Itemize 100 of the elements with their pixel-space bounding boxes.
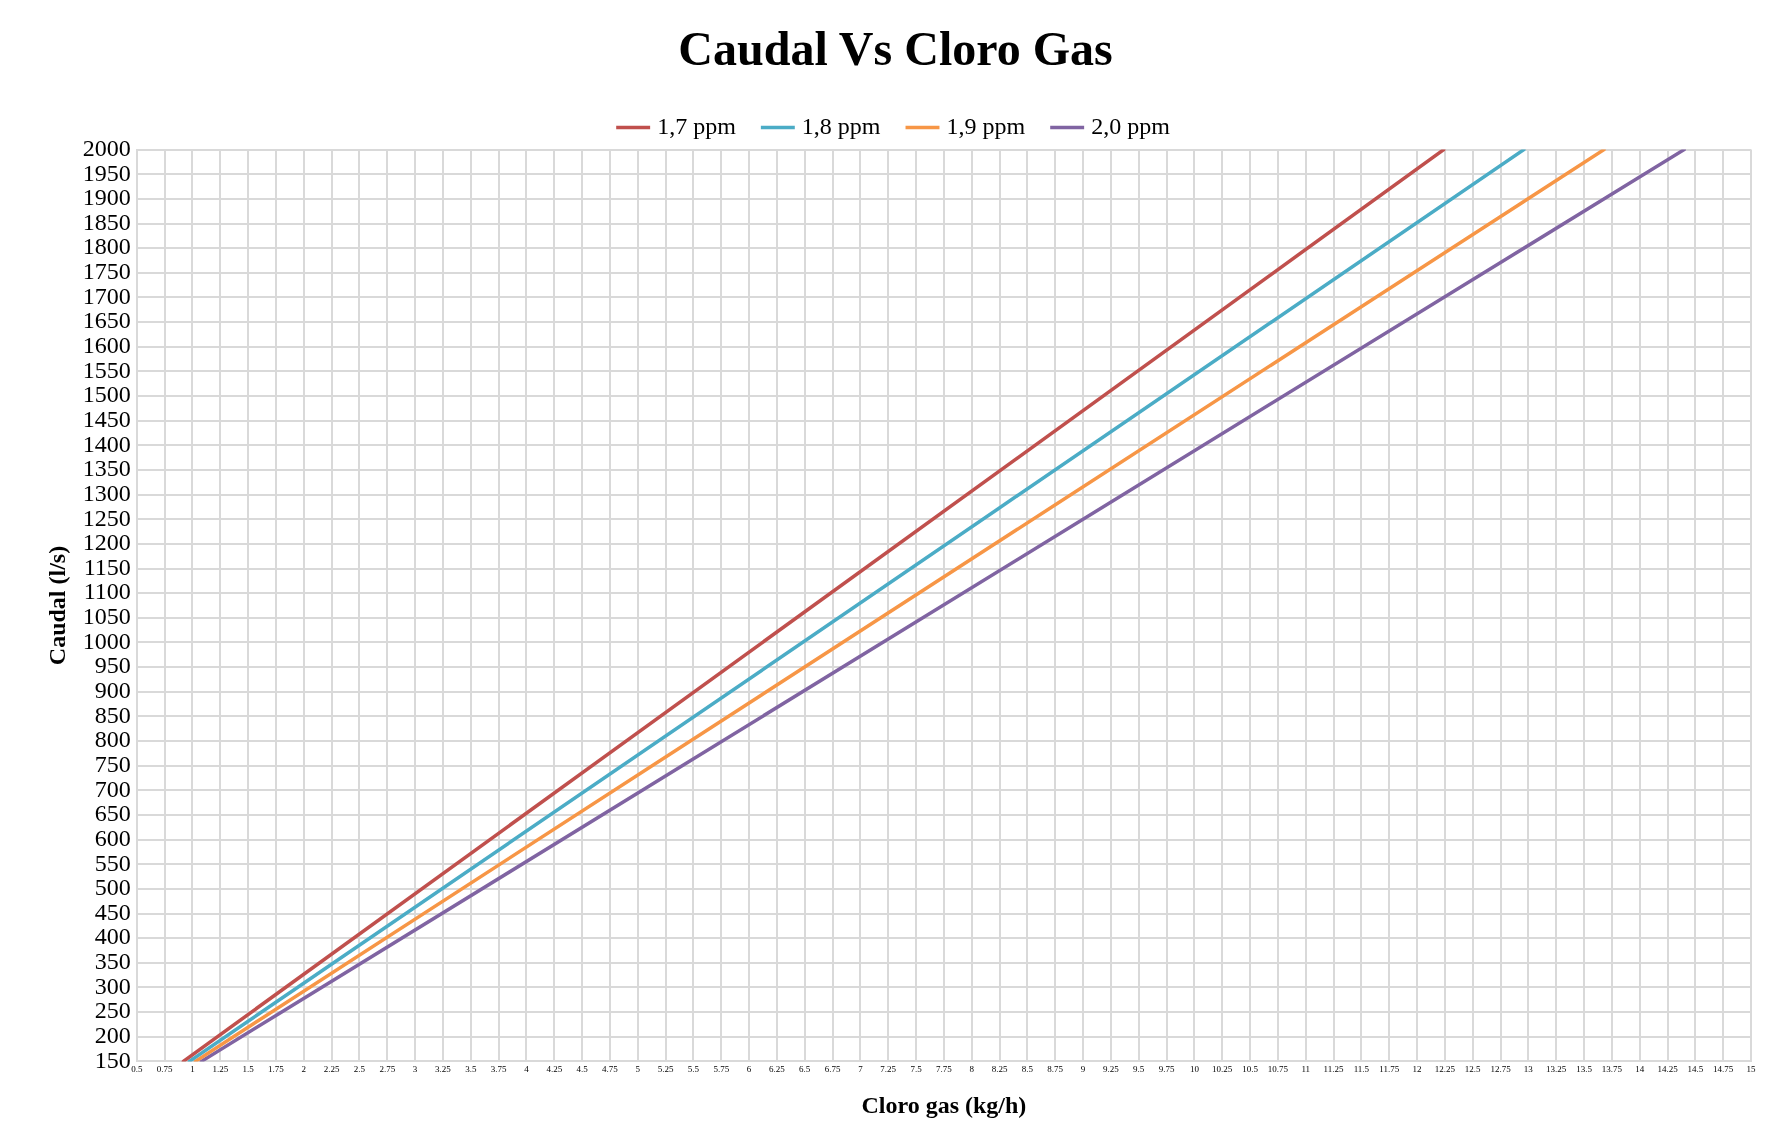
y-tick-label: 1250 — [82, 504, 131, 531]
y-tick-label: 1950 — [82, 159, 131, 186]
x-tick-label: 4.5 — [576, 1064, 589, 1075]
y-tick-label: 1400 — [82, 430, 131, 457]
x-tick-label: 2.75 — [379, 1064, 396, 1075]
x-tick-label: 11.75 — [1379, 1064, 1400, 1075]
x-tick-label: 6.75 — [824, 1064, 841, 1075]
x-tick-label: 11 — [1301, 1064, 1311, 1075]
x-tick-label: 7.75 — [936, 1064, 953, 1075]
x-tick-label: 8.75 — [1047, 1064, 1064, 1075]
y-tick-label: 700 — [94, 775, 131, 802]
x-tick-label: 11.25 — [1323, 1064, 1344, 1075]
legend-label: 1,9 ppm — [946, 112, 1026, 139]
x-tick-label: 8 — [969, 1064, 975, 1075]
x-tick-label: 2.25 — [323, 1064, 340, 1075]
x-tick-label: 13 — [1523, 1064, 1534, 1075]
y-tick-label: 1300 — [82, 479, 131, 506]
y-tick-label: 600 — [94, 824, 131, 851]
y-tick-label: 800 — [94, 726, 131, 753]
x-tick-label: 0.5 — [131, 1064, 143, 1075]
x-tick-label: 5 — [635, 1064, 641, 1075]
y-tick-label: 300 — [94, 972, 131, 999]
y-tick-label: 1450 — [82, 405, 131, 432]
x-tick-label: 8.5 — [1021, 1064, 1034, 1075]
x-tick-label: 8.25 — [991, 1064, 1008, 1075]
x-tick-label: 4.25 — [546, 1064, 563, 1075]
x-tick-label: 10.25 — [1212, 1064, 1233, 1075]
y-tick-label: 200 — [94, 1022, 131, 1049]
y-tick-label: 750 — [94, 750, 131, 777]
x-tick-label: 10.75 — [1267, 1064, 1289, 1075]
y-tick-label: 850 — [94, 701, 131, 728]
x-tick-label: 1.75 — [268, 1064, 285, 1075]
x-tick-label: 4 — [524, 1064, 530, 1075]
x-tick-label: 7 — [858, 1064, 864, 1075]
x-tick-label: 1 — [190, 1064, 195, 1075]
y-tick-label: 550 — [94, 849, 131, 876]
x-tick-label: 7.5 — [910, 1064, 923, 1075]
y-tick-label: 250 — [94, 997, 131, 1024]
x-tick-label: 2 — [301, 1064, 307, 1075]
x-tick-label: 14.75 — [1713, 1064, 1734, 1075]
y-tick-label: 1000 — [82, 627, 131, 654]
y-tick-label: 350 — [94, 948, 131, 975]
y-axis-title: Caudal (l/s) — [43, 545, 70, 666]
x-tick-label: 3.5 — [465, 1064, 477, 1075]
y-tick-label: 500 — [94, 874, 131, 901]
y-tick-label: 1150 — [83, 553, 131, 580]
y-tick-label: 1700 — [82, 282, 131, 309]
x-tick-label: 12.25 — [1434, 1064, 1456, 1075]
legend-label: 1,8 ppm — [801, 112, 881, 139]
y-tick-label: 1650 — [82, 307, 131, 334]
x-tick-label: 9.75 — [1158, 1064, 1175, 1075]
x-tick-label: 9 — [1080, 1064, 1086, 1075]
y-tick-label: 1900 — [82, 184, 131, 211]
x-tick-label: 13.75 — [1601, 1064, 1623, 1075]
x-tick-label: 1.25 — [212, 1064, 229, 1075]
x-tick-label: 10 — [1189, 1064, 1200, 1075]
y-tick-label: 1500 — [82, 381, 131, 408]
x-tick-label: 5.75 — [713, 1064, 730, 1075]
x-tick-label: 4.75 — [602, 1064, 619, 1075]
x-axis-title: Cloro gas (kg/h) — [861, 1091, 1027, 1118]
x-tick-label: 6.25 — [769, 1064, 786, 1075]
y-tick-label: 2000 — [82, 134, 131, 161]
y-tick-label: 150 — [94, 1046, 131, 1073]
legend-label: 1,7 ppm — [657, 112, 737, 139]
x-tick-label: 13.5 — [1576, 1064, 1593, 1075]
x-tick-label: 0.75 — [156, 1064, 174, 1075]
x-tick-label: 14.25 — [1657, 1064, 1679, 1075]
x-tick-label: 3.75 — [490, 1064, 507, 1075]
y-tick-label: 1100 — [83, 578, 131, 605]
x-tick-label: 14.5 — [1687, 1064, 1704, 1075]
y-tick-label: 1750 — [82, 258, 131, 285]
y-tick-label: 1800 — [82, 233, 131, 260]
x-tick-label: 9.5 — [1133, 1064, 1145, 1075]
y-tick-label: 1350 — [82, 455, 131, 482]
x-tick-label: 12.75 — [1490, 1064, 1512, 1075]
legend-label: 2,0 ppm — [1091, 112, 1171, 139]
y-tick-label: 1550 — [82, 356, 131, 383]
x-tick-label: 3.25 — [435, 1064, 452, 1075]
x-tick-label: 3 — [412, 1064, 418, 1075]
x-tick-label: 6 — [746, 1064, 752, 1075]
y-tick-label: 950 — [94, 652, 131, 679]
y-tick-label: 650 — [94, 800, 131, 827]
y-tick-label: 400 — [94, 923, 131, 950]
y-tick-label: 1850 — [82, 208, 131, 235]
x-tick-label: 5.25 — [657, 1064, 674, 1075]
x-tick-label: 5.5 — [687, 1064, 700, 1075]
y-tick-label: 1200 — [82, 529, 131, 556]
x-tick-label: 1.5 — [242, 1064, 255, 1075]
x-tick-label: 6.5 — [799, 1064, 811, 1075]
y-tick-label: 1050 — [82, 603, 131, 630]
x-tick-label: 2.5 — [353, 1064, 366, 1075]
x-tick-label: 14 — [1635, 1064, 1645, 1075]
x-tick-label: 10.5 — [1242, 1064, 1259, 1075]
x-tick-label: 12.5 — [1464, 1064, 1482, 1075]
x-tick-label: 11.5 — [1353, 1064, 1370, 1075]
x-tick-label: 15 — [1746, 1064, 1756, 1075]
x-tick-label: 12 — [1412, 1064, 1422, 1075]
x-tick-label: 13.25 — [1546, 1064, 1567, 1075]
x-tick-label: 9.25 — [1103, 1064, 1120, 1075]
chart-title: Caudal Vs Cloro Gas — [678, 22, 1113, 76]
